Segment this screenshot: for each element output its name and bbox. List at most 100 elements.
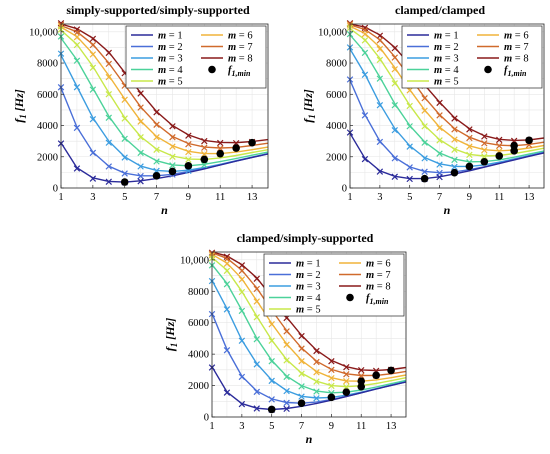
marker-m2 (89, 149, 97, 157)
marker-m8 (201, 137, 208, 145)
legend-label-m8: m = 8 (504, 54, 529, 65)
legend-label-m7: m = 7 (366, 270, 391, 281)
marker-m3 (451, 163, 458, 171)
marker-m5 (376, 56, 384, 64)
legend-m-symbol: m (158, 31, 166, 42)
legend-m-symbol: m (434, 65, 442, 76)
series-line-m1 (60, 142, 269, 183)
legend-m-value: = 6 (374, 259, 390, 270)
x-tick-label: 7 (437, 192, 442, 203)
marker-m4 (121, 135, 128, 143)
legend-m-symbol: m (228, 42, 236, 53)
marker-m5 (238, 288, 246, 296)
marker-m3 (137, 163, 144, 170)
marker-m7 (137, 104, 144, 111)
x-tick-label: 11 (215, 192, 225, 203)
axes-box (349, 23, 545, 189)
legend-box (263, 253, 405, 317)
marker-m4 (361, 49, 369, 57)
marker-m8 (137, 90, 144, 97)
marker-m5 (185, 156, 192, 163)
fmin-point (216, 149, 225, 158)
marker-m8 (89, 35, 97, 43)
legend-m-symbol: m (504, 54, 512, 65)
marker-m4 (283, 373, 290, 381)
marker-m1 (283, 405, 290, 413)
marker-m3 (313, 395, 320, 402)
marker-m5 (223, 267, 231, 275)
marker-m6 (73, 34, 81, 41)
legend-m-symbol: m (296, 270, 304, 281)
x-tick-label: 7 (299, 421, 304, 432)
marker-m4 (436, 150, 443, 157)
y-tick-label: 10,000 (29, 27, 58, 38)
y-axis-label-main: f (163, 346, 177, 351)
marker-m8 (361, 24, 369, 32)
y-tick-label: 10,000 (318, 27, 347, 38)
legend-m-symbol: m (228, 54, 236, 65)
marker-m3 (121, 154, 128, 161)
marker-m8 (313, 347, 320, 355)
fmin-points (267, 366, 395, 414)
legend: m = 1m = 2m = 3m = 4m = 5m = 6m = 7m = 8… (263, 253, 405, 317)
marker-m2 (137, 172, 144, 180)
marker-m7 (451, 126, 458, 133)
legend-label-m6: m = 6 (366, 259, 391, 270)
legend-label-m2: m = 2 (296, 270, 321, 281)
legend-m-value: = 4 (442, 65, 459, 76)
legend-label-m5: m = 5 (434, 77, 459, 88)
x-tick-label: 13 (247, 192, 258, 203)
legend-m-symbol: m (158, 77, 166, 88)
marker-m2 (121, 170, 128, 177)
marker-m3 (238, 337, 246, 345)
series-line-m8 (211, 251, 407, 372)
marker-m1 (391, 173, 398, 180)
marker-m6 (313, 368, 320, 376)
marker-m6 (223, 260, 231, 268)
legend: m = 1m = 2m = 3m = 4m = 5m = 6m = 7m = 8… (125, 25, 267, 89)
marker-m5 (466, 151, 473, 159)
y-tick-label: 0 (204, 413, 209, 424)
legend-m-symbol: m (228, 31, 236, 42)
legend-m-value: = 5 (442, 77, 458, 88)
legend-fmin-main: f (228, 65, 233, 76)
legend-m-value: = 5 (304, 305, 320, 316)
marker-m5 (343, 383, 350, 391)
x-tick-label: 5 (269, 421, 274, 432)
legend-fmin-sub: 1,min (370, 297, 389, 306)
legend-m-value: = 2 (166, 42, 182, 53)
legend-m-value: = 4 (166, 65, 183, 76)
legend-m-symbol: m (296, 293, 304, 304)
legend-label-m4: m = 4 (434, 65, 459, 76)
marker-m3 (253, 361, 260, 368)
marker-m5 (421, 123, 428, 130)
legend-m-value: = 3 (166, 54, 182, 65)
legend-label-m1: m = 1 (434, 31, 459, 42)
legend-m-symbol: m (296, 305, 304, 316)
marker-m4 (238, 307, 246, 315)
series-line-m5 (211, 256, 407, 388)
fmin-point (267, 405, 276, 414)
marker-m4 (406, 123, 413, 130)
y-tick-label: 6000 (188, 318, 209, 329)
marker-m7 (421, 94, 428, 102)
legend-label-m8: m = 8 (366, 282, 391, 293)
series-line-m1 (349, 132, 545, 180)
fmin-point (387, 366, 395, 375)
marker-m2 (391, 155, 398, 162)
marker-m8 (376, 32, 384, 39)
marker-m8 (153, 109, 160, 116)
marker-m6 (137, 118, 144, 125)
marker-m8 (496, 136, 503, 144)
fmin-point (357, 382, 366, 391)
fmin-point (525, 136, 533, 145)
marker-m7 (105, 60, 112, 68)
marker-m2 (361, 112, 369, 119)
x-tick-label: 11 (356, 421, 366, 432)
legend-m-value: = 5 (166, 77, 182, 88)
fmin-point (420, 174, 429, 183)
marker-m4 (201, 161, 208, 169)
y-tick-label: 6000 (326, 90, 347, 101)
legend-fmin-main: f (366, 293, 371, 304)
